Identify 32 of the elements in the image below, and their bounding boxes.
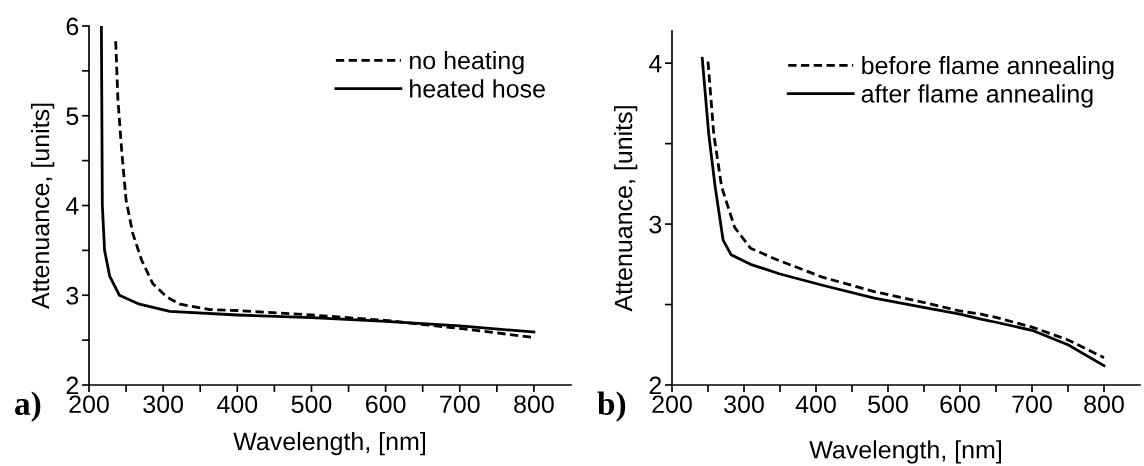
legend-label: after flame annealing — [861, 84, 1093, 108]
text: b) — [597, 391, 626, 422]
y-tick-label: 2 — [649, 376, 662, 395]
y-tick-label: 4 — [65, 197, 79, 215]
y-tick-label: 4 — [648, 55, 662, 73]
y-tick-label: 3 — [66, 286, 79, 305]
y-tick-label: 6 — [66, 17, 79, 36]
legend-label: before flame annealing — [862, 56, 1114, 80]
y-tick-label: 2 — [66, 376, 79, 395]
x-tick-label: 300 — [143, 395, 184, 414]
x-tick-label: 500 — [868, 395, 908, 414]
x-tick-label: 600 — [940, 395, 980, 414]
x-tick-label: 400 — [217, 395, 258, 414]
legend-label: no heating — [410, 51, 524, 75]
x-tick-label: 200 — [69, 395, 109, 414]
x-tick-label: 300 — [724, 395, 764, 414]
y-axis-title: Attenuance, [units] — [613, 106, 638, 312]
x-axis-title: Wavelength, [nm] — [233, 431, 426, 456]
y-tick-label: 5 — [66, 107, 79, 126]
x-tick-label: 700 — [440, 395, 480, 414]
x-tick-label: 800 — [1084, 395, 1124, 414]
text: a) — [15, 391, 41, 422]
x-tick-label: 800 — [514, 395, 554, 414]
x-tick-label: 200 — [652, 395, 692, 414]
x-tick-label: 500 — [291, 395, 332, 414]
x-axis-title: Wavelength, [nm] — [809, 440, 1002, 464]
legend-label: heated hose — [410, 79, 545, 98]
x-tick-label: 400 — [795, 395, 836, 414]
x-tick-label: 600 — [366, 395, 406, 414]
x-tick-label: 700 — [1012, 395, 1052, 414]
y-axis-title: Attenuance, [units] — [30, 103, 55, 309]
y-tick-label: 3 — [649, 215, 662, 234]
